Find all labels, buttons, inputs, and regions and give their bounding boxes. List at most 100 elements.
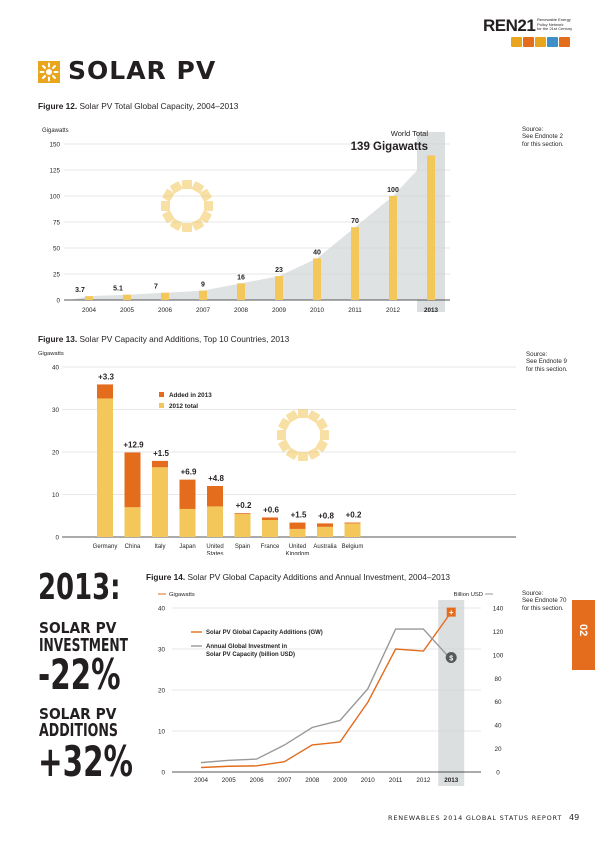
- x-tick-label: 2011: [348, 307, 362, 314]
- data-label: +12.9: [123, 440, 144, 449]
- figure14-source: Source: See Endnote 70 for this section.: [522, 590, 566, 612]
- source-line: See Endnote 70: [522, 597, 567, 605]
- data-label: 5.1: [113, 286, 123, 293]
- y-right-tick-label: 0: [496, 770, 500, 777]
- sun-ray: [182, 180, 192, 189]
- legend-label: 2012 total: [169, 403, 198, 410]
- stat-year: 2013:: [38, 567, 121, 608]
- source-line: Source:: [526, 351, 548, 358]
- bar: [389, 196, 397, 300]
- source-line: for this section.: [522, 604, 564, 612]
- bar: [275, 276, 283, 300]
- x-tick-label: 2013: [444, 777, 459, 784]
- y-right-axis-label: Billion USD: [454, 592, 483, 598]
- sun-ray: [161, 201, 170, 211]
- chapter-tab: 02: [572, 600, 595, 670]
- x-tick-label: United: [289, 544, 306, 550]
- y-axis-label: Gigawatts: [42, 128, 69, 134]
- sun-ray: [191, 181, 204, 194]
- bar-added-2013: [317, 523, 333, 527]
- sun-ray: [199, 210, 212, 223]
- bar: [313, 258, 321, 300]
- bar: [161, 292, 169, 300]
- y-right-tick-label: 80: [494, 676, 502, 683]
- logo-water-icon: [547, 37, 558, 47]
- sun-decoration: [161, 180, 213, 232]
- bar-2012-total: [317, 526, 333, 537]
- bar-added-2013: [344, 522, 361, 524]
- area-trend: [70, 155, 431, 300]
- dollar-marker-icon: [445, 652, 457, 664]
- sun-ray: [162, 210, 175, 223]
- x-tick-label: 2007: [196, 307, 211, 314]
- source-line: Source:: [522, 590, 544, 597]
- figure13-source: Source: See Endnote 9 for this section.: [526, 351, 568, 373]
- sun-ray: [191, 218, 204, 231]
- data-label: +1.5: [291, 511, 307, 520]
- logo-wordmark: REN21: [483, 16, 536, 35]
- sun-ray: [298, 409, 308, 418]
- logo-wind-icon: [523, 37, 534, 47]
- x-tick-label: 2006: [250, 777, 265, 784]
- y-tick-label: 40: [52, 365, 60, 372]
- bar-added-2013: [234, 513, 251, 515]
- sun-ray: [320, 430, 329, 440]
- data-label: 23: [275, 267, 283, 274]
- y-left-tick-label: 0: [161, 770, 165, 777]
- data-label: 100: [387, 187, 399, 194]
- y-left-tick-label: 10: [158, 729, 166, 736]
- stat-label: SOLAR PV: [39, 619, 117, 637]
- data-label: 9: [201, 282, 205, 289]
- stat-label: INVESTMENT: [39, 635, 128, 656]
- bar: [85, 296, 93, 300]
- data-label: +1.5: [153, 449, 169, 458]
- x-tick-label: 2010: [361, 777, 376, 784]
- bar-added-2013: [207, 486, 223, 507]
- bar-2012-total: [289, 528, 306, 537]
- figure14-number: Figure 14.: [146, 572, 186, 582]
- logo-bio-icon: [535, 37, 546, 47]
- x-tick-label: 2005: [120, 307, 135, 314]
- stat-additions-change: +32%: [38, 737, 134, 786]
- figure13-number: Figure 13.: [38, 334, 78, 344]
- source-line: See Endnote 2: [522, 133, 563, 141]
- legend-label: Annual Global Investment in: [206, 644, 287, 650]
- bar-2012-total: [97, 398, 113, 537]
- sun-ray: [162, 189, 175, 202]
- x-tick-label: 2007: [277, 777, 292, 784]
- footer-report: RENEWABLES 2014 GLOBAL STATUS REPORT: [388, 814, 563, 822]
- bar-added-2013: [289, 522, 306, 529]
- y-axis-label: Gigawatts: [38, 351, 64, 357]
- bar-2012-total: [179, 508, 196, 537]
- x-tick-label: 2009: [272, 307, 287, 314]
- legend-label: Solar PV Global Capacity Additions (GW): [206, 630, 323, 636]
- y-tick-label: 0: [55, 535, 59, 542]
- bar: [427, 155, 435, 300]
- data-label: +3.3: [98, 372, 114, 381]
- x-tick-label: 2008: [234, 307, 249, 314]
- sun-decoration: [277, 409, 329, 461]
- bar: [351, 227, 359, 300]
- figure12-chart: 0 25 50 75 100 125 150 Gigawatts 3.7 2004 5.1 2005 7…: [42, 128, 450, 314]
- x-tick-label: 2006: [158, 307, 173, 314]
- y-right-tick-label: 140: [493, 606, 504, 613]
- bar-added-2013: [152, 460, 168, 468]
- x-tick-label: 2012: [416, 777, 431, 784]
- bar-2012-total: [124, 507, 141, 537]
- legend-swatch: [159, 403, 164, 408]
- y-tick-label: 10: [52, 492, 60, 499]
- figure14-chart: 0 10 20 30 40 0 20 40 60 80 100 120 140 Gigawatts Bill…: [158, 592, 504, 786]
- x-tick-label: 2005: [222, 777, 237, 784]
- y-left-tick-label: 20: [158, 688, 166, 695]
- stat-label: SOLAR PV: [39, 705, 117, 723]
- figure14-caption: Figure 14. Solar PV Global Capacity Addi…: [146, 572, 450, 582]
- y-right-tick-label: 20: [494, 746, 502, 753]
- y-right-tick-label: 40: [494, 723, 502, 730]
- source-line: See Endnote 9: [526, 358, 567, 366]
- x-tick-label: 2010: [310, 307, 325, 314]
- sun-ray: [307, 410, 320, 423]
- x-tick-label: United: [206, 544, 223, 550]
- x-tick-label: Japan: [179, 544, 195, 550]
- source-line: Source:: [522, 126, 544, 133]
- figure13-chart: 0 10 20 30 40 Gigawatts +3.3 Germany +12.9 China +…: [38, 345, 518, 555]
